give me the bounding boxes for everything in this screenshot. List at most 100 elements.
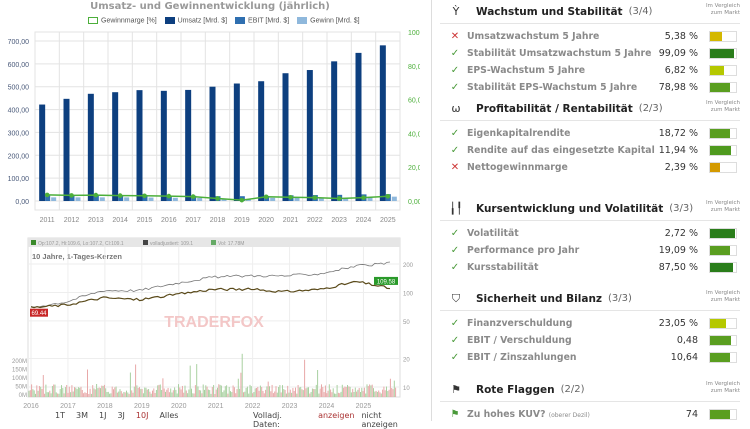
criterion-label: Finanzverschuldung [467, 318, 572, 329]
criterion-row[interactable]: ✓ Stabilität Umsatzwachstum 5 Jahre 99,09 … [440, 45, 740, 62]
score-bar [709, 228, 737, 239]
criterion-text: Stabilität Umsatzwachstum 5 Jahre [467, 48, 652, 59]
criterion-label: EPS-Wachstum 5 Jahre [467, 65, 585, 76]
range-selector: 1T 3M 1J 3J 10J Alles [55, 411, 178, 420]
x-tick-label: 2017 [185, 217, 201, 224]
check-icon: ✓ [450, 352, 460, 363]
vol-tick-label: 50M [15, 385, 27, 391]
margin-point [142, 193, 147, 199]
score-bar [709, 262, 737, 273]
section-count: (3/3) [608, 293, 632, 304]
x-tick-label: 2014 [112, 217, 128, 224]
bar-umsatz [282, 73, 289, 201]
range-alles[interactable]: Alles [159, 411, 179, 420]
x-tick-label: 2021 [208, 403, 224, 410]
panel-divider [431, 0, 432, 421]
criterion-label: Performance pro Jahr [467, 245, 579, 256]
legend-label: Gewinn [Mrd. $] [310, 17, 360, 25]
bar-gewinn [270, 197, 276, 201]
criterion-row[interactable]: ✓ Volatilität 2,72 % [440, 225, 740, 242]
criterion-value: 23,05 % [658, 318, 698, 329]
criterion-row[interactable]: ✓ Stabilität EPS-Wachstum 5 Jahre 78,98 % [440, 79, 740, 96]
criterion-text: EPS-Wachstum 5 Jahre [467, 65, 586, 76]
bar-gewinn [391, 196, 397, 201]
criterion-label: EBIT / Verschuldung [467, 335, 572, 346]
bar-gewinn [124, 197, 130, 201]
score-bar [709, 65, 737, 76]
legend-swatch [297, 17, 308, 24]
range-3m[interactable]: 3M [75, 411, 88, 420]
criterion-row[interactable]: ✓ EPS-Wachstum 5 Jahre 6,82 % [440, 62, 740, 79]
legend-label: Gewinnmarge [%] [101, 17, 157, 25]
charts-panel: Umsatz- und Gewinnentwicklung (jährlich)… [0, 1, 420, 429]
adjusted-show-link[interactable]: anzeigen [318, 411, 355, 420]
criterion-value: 74 [685, 409, 698, 420]
criterion-sub: (oberer Dezil) [548, 412, 590, 419]
criterion-text: Rendite auf das eingesetzte Kapital [467, 145, 655, 156]
criterion-row[interactable]: ✕ Umsatzwachstum 5 Jahre 5,38 % [440, 28, 740, 45]
x-tick-label: 2023 [282, 403, 298, 410]
section-chart: ╽╿ Kursentwicklung und Volatilität (3/3) Im… [440, 197, 740, 276]
compare-label: Im Vergleich zum Markt [690, 100, 740, 114]
bar-gewinn [294, 197, 300, 201]
criterion-row[interactable]: ✓ Finanzverschuldung 23,05 % [440, 315, 740, 332]
adjusted-label: Volladj. Daten: [253, 411, 282, 429]
info-swatch [31, 240, 36, 245]
criterion-row[interactable]: ✓ Kursstabilität 87,50 % [440, 259, 740, 276]
criterion-label: Volatilität [467, 228, 519, 239]
compare-label-line: Im Vergleich [705, 200, 740, 206]
legend-label: Umsatz [Mrd. $] [177, 17, 228, 25]
bar-chart: 0,00 100,00 200,00 300,00 400,00 500,00 600,00… [8, 30, 420, 224]
y-tick-label: 400,00 [8, 108, 30, 115]
range-1j[interactable]: 1J [98, 411, 107, 420]
section-header: ╽╿ Kursentwicklung und Volatilität (3/3) Im… [440, 197, 740, 221]
score-bar [709, 145, 737, 156]
criterion-row[interactable]: ✓ Rendite auf das eingesetzte Kapital 11,9… [440, 142, 740, 159]
check-icon: ✓ [450, 145, 460, 156]
bar-ebit [69, 195, 75, 201]
criterion-row[interactable]: ✓ EBIT / Verschuldung 0,48 [440, 332, 740, 349]
bar-umsatz [233, 83, 240, 201]
criterion-label: Rendite auf das eingesetzte Kapital [467, 145, 655, 156]
score-bar [709, 352, 737, 363]
legend-item[interactable]: Gewinnmarge [%] [88, 17, 157, 24]
section-title: Profitabilität / Rentabilität [476, 102, 633, 115]
bar-umsatz [87, 93, 94, 201]
criterion-row[interactable]: ⚑ Zu hohes KUV? (oberer Dezil) 74 [440, 406, 740, 423]
range-3j[interactable]: 3J [117, 411, 125, 420]
legend-item[interactable]: Gewinn [Mrd. $] [297, 17, 360, 25]
criterion-row[interactable]: ✓ EBIT / Zinszahlungen 10,64 [440, 349, 740, 366]
stock-chart[interactable]: Op:107.2, Hi:109.6, Lo:107.2, Cl:109.1 vo… [0, 232, 420, 412]
legend-item[interactable]: Umsatz [Mrd. $] [164, 17, 228, 25]
criterion-row[interactable]: ✓ Performance pro Jahr 19,09 % [440, 242, 740, 259]
section-title: Wachstum und Stabilität [476, 5, 623, 18]
cross-icon: ✕ [450, 162, 460, 173]
chart-icon: ╽╿ [449, 202, 463, 215]
range-1t[interactable]: 1T [55, 411, 65, 420]
criterion-label: Stabilität Umsatzwachstum 5 Jahre [467, 48, 651, 59]
bar-umsatz [39, 104, 46, 201]
bar-umsatz [209, 86, 216, 201]
compare-label: Im Vergleich zum Markt [690, 3, 740, 17]
info-text: Op:107.2, Hi:109.6, Lo:107.2, Cl:109.1 [38, 241, 124, 247]
score-bar [709, 128, 737, 139]
criterion-row[interactable]: ✕ Nettogewinnmarge 2,39 % [440, 159, 740, 176]
margin-point [190, 194, 196, 199]
compare-label-line: Im Vergleich [705, 3, 740, 9]
y-tick-label: 50 [403, 320, 410, 326]
criterion-row[interactable]: ✓ Eigenkapitalrendite 18,72 % [440, 125, 740, 142]
bar-umsatz [258, 81, 265, 201]
bar-ebit [118, 195, 124, 201]
bar-umsatz [112, 92, 119, 201]
x-tick-label: 2018 [210, 217, 226, 224]
x-tick-label: 2023 [331, 217, 347, 224]
range-10j[interactable]: 10J [135, 411, 149, 420]
section-count: (2/3) [638, 103, 663, 114]
legend-item[interactable]: EBIT [Mrd. $] [235, 17, 289, 24]
score-bar [709, 335, 737, 346]
section-flag: ⚑ Rote Flaggen (2/2) Im Vergleich zum Markt ⚑… [440, 378, 740, 423]
adjusted-hide-link[interactable]: nicht anzeigen [361, 411, 398, 429]
score-bar-fill [710, 32, 722, 41]
x-tick-label: 2013 [88, 217, 104, 224]
adjusted-data-toggle: Volladj. Daten: anzeigen nicht anzeigen [253, 411, 420, 429]
